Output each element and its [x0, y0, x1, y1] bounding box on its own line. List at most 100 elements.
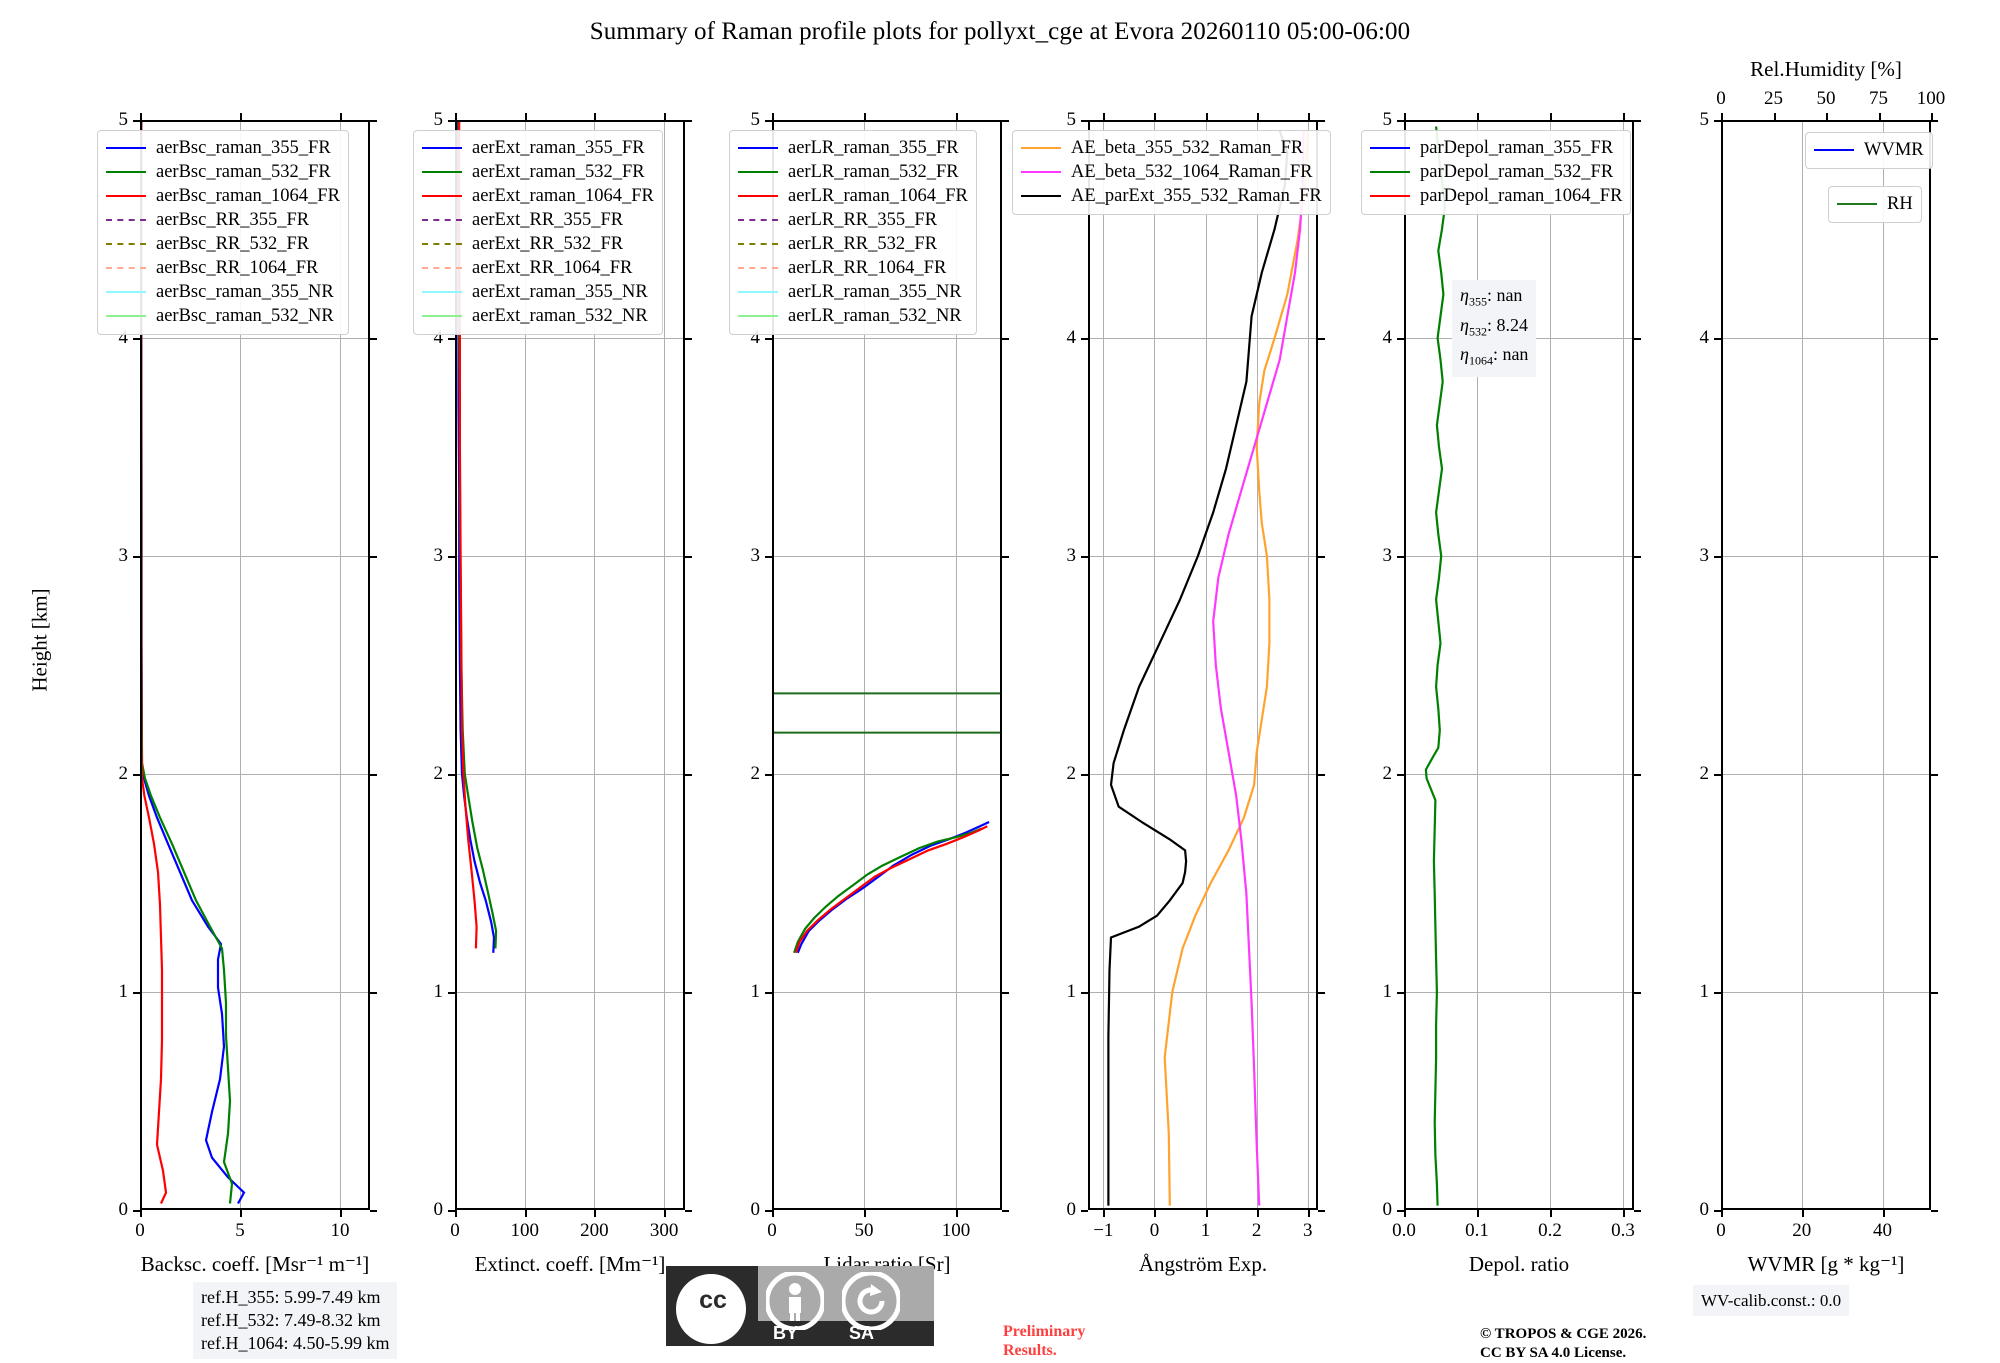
legend-label: parDepol_raman_532_FR: [1420, 162, 1614, 182]
y-tick-right: [1002, 774, 1009, 776]
gridline-vertical: [1205, 120, 1207, 1210]
gridline-horizontal: [455, 774, 685, 775]
eta-line: η1064: nan: [1460, 344, 1529, 368]
legend-depolarization[interactable]: parDepol_raman_355_FR parDepol_raman_532_…: [1361, 130, 1632, 215]
x-tick: [340, 1210, 342, 1217]
legend-label: aerExt_raman_532_FR: [472, 162, 645, 182]
gridline-horizontal: [455, 556, 685, 557]
gridline-horizontal: [455, 992, 685, 993]
legend-item[interactable]: parDepol_raman_355_FR: [1370, 136, 1622, 160]
legend-item[interactable]: RH: [1837, 192, 1913, 216]
y-tick: [1714, 774, 1721, 776]
legend-item[interactable]: aerLR_RR_355_FR: [738, 208, 968, 232]
cc-license-badge: cc BY SA: [666, 1266, 934, 1346]
y-tick: [1397, 1210, 1404, 1212]
legend-item[interactable]: aerLR_raman_532_NR: [738, 304, 968, 328]
legend-angstrom[interactable]: AE_beta_355_532_Raman_FR AE_beta_532_1064…: [1012, 130, 1331, 215]
y-tick: [765, 774, 772, 776]
legend-item[interactable]: parDepol_raman_1064_FR: [1370, 184, 1622, 208]
legend-item[interactable]: parDepol_raman_532_FR: [1370, 160, 1622, 184]
legend-item[interactable]: AE_beta_355_532_Raman_FR: [1021, 136, 1322, 160]
x-tick-label: 3: [1303, 1220, 1313, 1241]
y-tick-label: 0: [750, 1199, 761, 1220]
y-tick-label: 1: [433, 981, 444, 1002]
legend-swatch-icon: [422, 171, 462, 173]
top-axis-label: Rel.Humidity [%]: [1750, 57, 1902, 81]
series-canvas-3: [772, 692, 1002, 954]
legend-item[interactable]: aerExt_raman_532_FR: [422, 160, 654, 184]
legend-wvmr[interactable]: WVMR: [1805, 132, 1933, 169]
gridline-horizontal: [1721, 774, 1931, 775]
legend-item[interactable]: aerBsc_raman_532_NR: [106, 304, 340, 328]
legend-label: aerExt_RR_1064_FR: [472, 258, 633, 278]
y-tick-label: 5: [750, 109, 761, 130]
plot-panel-5: 0.0 0.1 0.2 0.3 0 1 2 3 4 5 Depol. ratio: [1383, 109, 1641, 1276]
legend-item[interactable]: aerLR_raman_1064_FR: [738, 184, 968, 208]
legend-label: aerLR_raman_355_FR: [788, 138, 959, 158]
legend-label: aerBsc_RR_355_FR: [156, 210, 310, 230]
legend-item[interactable]: WVMR: [1814, 138, 1924, 162]
legend-item[interactable]: aerExt_raman_1064_FR: [422, 184, 654, 208]
legend-swatch-icon: [738, 147, 778, 149]
series-line: [1424, 126, 1447, 1206]
axes-frame: [455, 120, 685, 1210]
legend-label: AE_beta_532_1064_Raman_FR: [1071, 162, 1313, 182]
legend-rh[interactable]: RH: [1828, 186, 1922, 223]
y-tick-right: [370, 338, 377, 340]
y-tick-label: 5: [1066, 109, 1077, 130]
legend-item[interactable]: aerLR_raman_355_FR: [738, 136, 968, 160]
plot-panel-2: 0 100 200 300 0 1 2 3 4 5 Extinct. coeff. [Mm⁻¹]: [434, 109, 692, 1276]
legend-item[interactable]: aerBsc_RR_532_FR: [106, 232, 340, 256]
legend-label: aerExt_raman_532_NR: [472, 306, 648, 326]
preliminary-line: Results.: [1003, 1342, 1057, 1359]
legend-extinction[interactable]: aerExt_raman_355_FR aerExt_raman_532_FR ae…: [413, 130, 663, 335]
gridline-horizontal: [1404, 556, 1634, 557]
x-tick-label: 300: [649, 1220, 679, 1241]
legend-item[interactable]: aerBsc_RR_355_FR: [106, 208, 340, 232]
legend-item[interactable]: aerBsc_RR_1064_FR: [106, 256, 340, 280]
series-line: [1163, 130, 1309, 1206]
legend-item[interactable]: aerExt_RR_532_FR: [422, 232, 654, 256]
x-tick: [1477, 1210, 1480, 1217]
top-x-tick: [956, 113, 958, 120]
legend-item[interactable]: aerExt_raman_355_NR: [422, 280, 654, 304]
legend-item[interactable]: AE_beta_532_1064_Raman_FR: [1021, 160, 1322, 184]
legend-swatch-icon: [738, 219, 778, 221]
reference-height-box: ref.H_355: 5.99-7.49 km ref.H_532: 7.49-8…: [193, 1282, 398, 1359]
legend-label: parDepol_raman_355_FR: [1420, 138, 1614, 158]
legend-item[interactable]: aerBsc_raman_1064_FR: [106, 184, 340, 208]
plot-panel-4: −1 0 1 2 3 0 1 2 3 4 5 Ångström Exp.: [1067, 109, 1325, 1276]
axes-frame: [1088, 120, 1318, 1210]
legend-swatch-icon: [106, 267, 146, 269]
legend-item[interactable]: aerLR_raman_532_FR: [738, 160, 968, 184]
legend-item[interactable]: aerBsc_raman_355_NR: [106, 280, 340, 304]
legend-item[interactable]: aerBsc_raman_355_FR: [106, 136, 340, 160]
legend-item[interactable]: aerBsc_raman_532_FR: [106, 160, 340, 184]
legend-item[interactable]: aerExt_RR_1064_FR: [422, 256, 654, 280]
y-tick: [1714, 120, 1721, 122]
legend-swatch-icon: [106, 219, 146, 221]
legend-item[interactable]: aerExt_raman_355_FR: [422, 136, 654, 160]
legend-swatch-icon: [422, 291, 462, 293]
y-tick-right: [1002, 338, 1009, 340]
y-tick-right: [1931, 1210, 1938, 1212]
y-tick-label: 0: [1066, 1199, 1077, 1220]
legend-swatch-icon: [1021, 195, 1061, 197]
legend-lidar-ratio[interactable]: aerLR_raman_355_FR aerLR_raman_532_FR aerL…: [729, 130, 977, 335]
legend-item[interactable]: aerLR_raman_355_NR: [738, 280, 968, 304]
x-tick: [1154, 1210, 1157, 1217]
legend-label: aerBsc_raman_532_FR: [156, 162, 331, 182]
y-tick-label: 4: [1066, 327, 1077, 348]
legend-item[interactable]: AE_parExt_355_532_Raman_FR: [1021, 184, 1322, 208]
y-tick-label: 4: [1699, 327, 1710, 348]
legend-item[interactable]: aerLR_RR_1064_FR: [738, 256, 968, 280]
y-tick: [1081, 556, 1088, 558]
y-tick-right: [1318, 774, 1325, 776]
legend-item[interactable]: aerExt_RR_355_FR: [422, 208, 654, 232]
legend-backscatter[interactable]: aerBsc_raman_355_FR aerBsc_raman_532_FR ae…: [97, 130, 349, 335]
y-tick-label: 2: [1699, 763, 1710, 784]
legend-item[interactable]: aerExt_raman_532_NR: [422, 304, 654, 328]
y-tick-label: 2: [750, 763, 761, 784]
legend-item[interactable]: aerLR_RR_532_FR: [738, 232, 968, 256]
legend-label: AE_beta_355_532_Raman_FR: [1071, 138, 1304, 158]
